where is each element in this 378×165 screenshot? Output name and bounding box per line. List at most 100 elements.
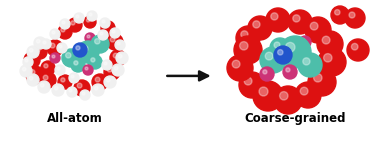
Circle shape bbox=[259, 87, 268, 96]
Circle shape bbox=[271, 13, 278, 20]
Circle shape bbox=[87, 11, 97, 21]
Circle shape bbox=[50, 53, 60, 63]
Circle shape bbox=[260, 67, 274, 81]
Circle shape bbox=[274, 46, 292, 64]
Circle shape bbox=[118, 54, 122, 58]
Circle shape bbox=[41, 39, 51, 49]
Circle shape bbox=[47, 40, 63, 56]
Circle shape bbox=[345, 8, 365, 28]
Circle shape bbox=[71, 75, 74, 78]
Circle shape bbox=[113, 53, 118, 58]
Circle shape bbox=[100, 18, 110, 28]
Circle shape bbox=[52, 31, 55, 34]
Circle shape bbox=[67, 87, 77, 97]
Circle shape bbox=[331, 6, 349, 24]
Circle shape bbox=[84, 16, 96, 28]
Circle shape bbox=[248, 16, 272, 40]
Circle shape bbox=[104, 24, 108, 28]
Circle shape bbox=[303, 58, 310, 65]
Circle shape bbox=[317, 31, 343, 57]
Circle shape bbox=[298, 53, 322, 77]
Circle shape bbox=[92, 84, 104, 96]
Circle shape bbox=[41, 61, 55, 75]
Circle shape bbox=[94, 86, 98, 90]
Circle shape bbox=[277, 50, 283, 55]
Circle shape bbox=[263, 70, 267, 74]
Circle shape bbox=[104, 76, 116, 88]
Circle shape bbox=[20, 65, 32, 77]
Circle shape bbox=[58, 75, 72, 89]
Circle shape bbox=[239, 72, 265, 98]
Circle shape bbox=[104, 64, 120, 80]
Circle shape bbox=[260, 47, 286, 73]
Circle shape bbox=[112, 64, 124, 76]
Circle shape bbox=[77, 41, 99, 63]
Circle shape bbox=[69, 89, 72, 92]
Circle shape bbox=[236, 26, 260, 50]
Circle shape bbox=[24, 52, 40, 68]
Circle shape bbox=[349, 12, 355, 18]
Circle shape bbox=[57, 67, 60, 70]
Circle shape bbox=[81, 45, 88, 52]
Circle shape bbox=[285, 42, 295, 52]
Circle shape bbox=[91, 35, 109, 53]
Circle shape bbox=[87, 35, 90, 38]
Circle shape bbox=[274, 42, 280, 48]
Circle shape bbox=[74, 61, 78, 65]
Circle shape bbox=[253, 21, 260, 28]
Circle shape bbox=[232, 60, 240, 68]
Circle shape bbox=[293, 15, 300, 22]
Circle shape bbox=[59, 45, 62, 48]
Circle shape bbox=[36, 48, 40, 52]
Circle shape bbox=[322, 36, 330, 44]
Circle shape bbox=[71, 21, 75, 25]
Circle shape bbox=[44, 64, 48, 68]
Circle shape bbox=[335, 10, 340, 15]
Circle shape bbox=[107, 67, 112, 72]
Circle shape bbox=[57, 43, 67, 53]
Circle shape bbox=[280, 92, 288, 100]
Circle shape bbox=[29, 76, 33, 80]
Circle shape bbox=[102, 60, 112, 70]
Circle shape bbox=[106, 78, 110, 82]
Circle shape bbox=[26, 66, 44, 84]
Circle shape bbox=[101, 21, 115, 35]
Circle shape bbox=[74, 80, 90, 96]
Circle shape bbox=[299, 36, 311, 48]
Circle shape bbox=[253, 81, 283, 111]
Circle shape bbox=[61, 78, 65, 82]
Circle shape bbox=[115, 40, 125, 50]
Circle shape bbox=[85, 33, 95, 43]
Circle shape bbox=[305, 17, 331, 43]
Circle shape bbox=[295, 82, 321, 108]
Text: Coarse-grained: Coarse-grained bbox=[244, 112, 346, 125]
Circle shape bbox=[240, 42, 248, 50]
Circle shape bbox=[66, 53, 71, 58]
Circle shape bbox=[74, 13, 84, 23]
Circle shape bbox=[94, 39, 100, 44]
Circle shape bbox=[234, 36, 262, 64]
Circle shape bbox=[83, 65, 93, 75]
Circle shape bbox=[62, 21, 65, 24]
Circle shape bbox=[76, 46, 80, 50]
Circle shape bbox=[23, 57, 33, 67]
Circle shape bbox=[76, 15, 79, 18]
Circle shape bbox=[279, 36, 311, 68]
Circle shape bbox=[50, 43, 55, 48]
Circle shape bbox=[88, 55, 102, 69]
Circle shape bbox=[117, 42, 120, 45]
Circle shape bbox=[60, 19, 70, 29]
Circle shape bbox=[87, 18, 90, 22]
Circle shape bbox=[50, 29, 60, 39]
Circle shape bbox=[241, 31, 248, 38]
Circle shape bbox=[27, 74, 39, 86]
Circle shape bbox=[98, 30, 108, 40]
Circle shape bbox=[110, 28, 120, 38]
Circle shape bbox=[301, 38, 305, 42]
Circle shape bbox=[91, 58, 95, 62]
Circle shape bbox=[27, 46, 39, 58]
Circle shape bbox=[347, 39, 369, 61]
Circle shape bbox=[85, 67, 88, 70]
Circle shape bbox=[25, 59, 28, 62]
Circle shape bbox=[33, 45, 47, 59]
